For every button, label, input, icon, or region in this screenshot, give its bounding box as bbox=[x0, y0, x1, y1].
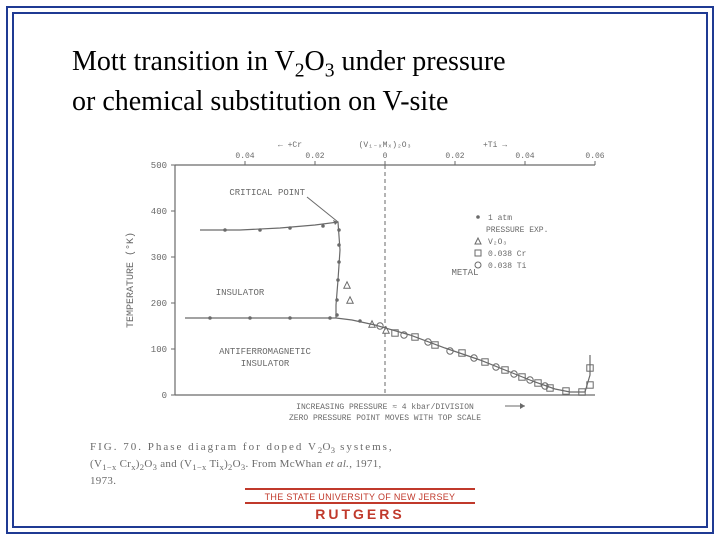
title-rest1: under pressure bbox=[335, 46, 506, 77]
caption-l2s5: 1−x bbox=[192, 462, 206, 472]
caption-l2b: Cr bbox=[117, 458, 132, 470]
title-sub2: 3 bbox=[325, 61, 335, 82]
caption-l2s1: 1−x bbox=[102, 462, 116, 472]
title-mid1: O bbox=[305, 46, 325, 77]
figure-caption: FIG. 70. Phase diagram for doped V2O3 sy… bbox=[90, 440, 650, 488]
svg-text:CRITICAL POINT: CRITICAL POINT bbox=[229, 188, 305, 198]
svg-text:ANTIFERROMAGNETIC: ANTIFERROMAGNETIC bbox=[219, 347, 311, 357]
caption-l2e: and (V bbox=[157, 458, 192, 470]
svg-text:0.038 Ti: 0.038 Ti bbox=[488, 262, 527, 271]
caption-l2h: O bbox=[233, 458, 241, 470]
svg-text:500: 500 bbox=[151, 161, 167, 171]
footer-rule-top bbox=[245, 488, 475, 490]
svg-text:0.038 Cr: 0.038 Cr bbox=[488, 250, 527, 259]
svg-text:0.02: 0.02 bbox=[305, 152, 324, 161]
svg-text:0.04: 0.04 bbox=[515, 152, 534, 161]
svg-text:ZERO PRESSURE POINT MOVES WITH: ZERO PRESSURE POINT MOVES WITH TOP SCALE bbox=[289, 414, 481, 423]
phase-diagram-figure: 0 100 200 300 400 500 TEMPERATURE (°K) 0.04 0.02… bbox=[90, 140, 630, 460]
caption-l2a: (V bbox=[90, 458, 102, 470]
title-line2: or chemical substitution on V-site bbox=[72, 86, 448, 117]
svg-text:+Ti →: +Ti → bbox=[483, 141, 507, 150]
svg-text:(V₁₋ₓMₓ)₂O₃: (V₁₋ₓMₓ)₂O₃ bbox=[359, 141, 412, 150]
svg-text:0.02: 0.02 bbox=[445, 152, 464, 161]
footer-rule-mid bbox=[245, 502, 475, 504]
svg-text:0: 0 bbox=[383, 152, 388, 161]
title-line1-a: Mott transition in V bbox=[72, 46, 295, 77]
caption-l2f: Ti bbox=[207, 458, 220, 470]
title-sub1: 2 bbox=[295, 61, 305, 82]
caption-l2em: et al. bbox=[325, 458, 349, 470]
svg-text:INSULATOR: INSULATOR bbox=[216, 288, 265, 298]
caption-l3: 1973. bbox=[90, 475, 116, 487]
svg-text:METAL: METAL bbox=[451, 268, 478, 278]
svg-text:100: 100 bbox=[151, 345, 167, 355]
svg-text:← +Cr: ← +Cr bbox=[278, 141, 302, 150]
svg-text:PRESSURE EXP.: PRESSURE EXP. bbox=[486, 226, 548, 235]
svg-text:INSULATOR: INSULATOR bbox=[241, 359, 290, 369]
svg-text:V₂O₃: V₂O₃ bbox=[488, 238, 507, 247]
caption-l2j: , 1971, bbox=[349, 458, 381, 470]
footer-line2: RUTGERS bbox=[0, 506, 720, 522]
caption-l1b: O bbox=[322, 441, 330, 453]
svg-text:200: 200 bbox=[151, 299, 167, 309]
svg-text:300: 300 bbox=[151, 253, 167, 263]
svg-text:0.04: 0.04 bbox=[235, 152, 254, 161]
phase-diagram-svg: 0 100 200 300 400 500 TEMPERATURE (°K) 0.04 0.02… bbox=[90, 140, 630, 440]
caption-l2i: . From McWhan bbox=[245, 458, 325, 470]
slide-title: Mott transition in V2O3 under pressure o… bbox=[72, 44, 632, 119]
svg-text:1 atm: 1 atm bbox=[488, 214, 512, 223]
svg-text:400: 400 bbox=[151, 207, 167, 217]
caption-l2d: O bbox=[144, 458, 152, 470]
svg-text:0: 0 bbox=[162, 391, 167, 401]
footer: THE STATE UNIVERSITY OF NEW JERSEY RUTGE… bbox=[0, 488, 720, 522]
caption-l1a: FIG. 70. Phase diagram for doped V bbox=[90, 441, 318, 453]
svg-text:TEMPERATURE (°K): TEMPERATURE (°K) bbox=[125, 232, 137, 328]
slide: Mott transition in V2O3 under pressure o… bbox=[0, 0, 720, 540]
caption-l1c: systems, bbox=[335, 441, 393, 453]
svg-text:0.06: 0.06 bbox=[585, 152, 604, 161]
svg-text:INCREASING PRESSURE ≈ 4 kbar/D: INCREASING PRESSURE ≈ 4 kbar/DIVISION bbox=[296, 403, 474, 412]
footer-line1: THE STATE UNIVERSITY OF NEW JERSEY bbox=[0, 492, 720, 502]
